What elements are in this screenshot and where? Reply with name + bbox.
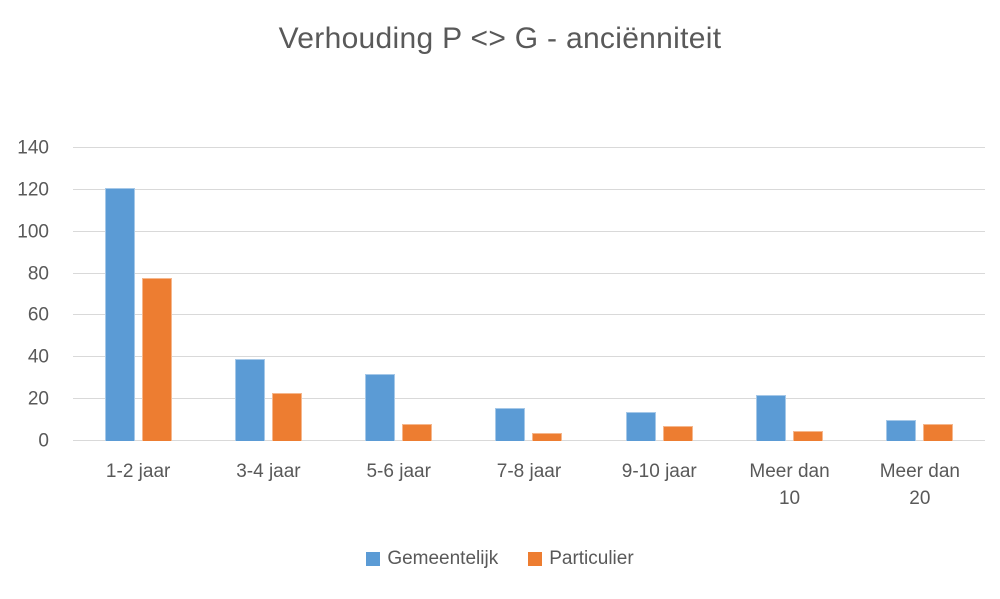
gridline [73,314,985,316]
y-tick-label: 80 [27,263,49,285]
bar-series-area [73,148,985,441]
y-tick-label: 40 [27,346,49,368]
legend: Gemeentelijk Particulier [0,548,1000,570]
bar-particulier [271,392,302,441]
bar-gemeentelijk [104,187,135,441]
y-tick-label: 60 [27,304,49,326]
x-axis-label-text: Meer dan 10 [749,461,830,509]
x-axis-label: 9-10 jaar [594,458,724,512]
bar-group [73,148,203,441]
x-axis-label: Meer dan 10 [724,458,854,512]
x-axis-label-text: 3-4 jaar [236,461,301,482]
x-axis-label-text: 9-10 jaar [621,461,697,482]
legend-swatch [528,552,543,566]
chart-title: Verhouding P <> G - anciënniteit [278,22,722,55]
bar-group [464,148,594,441]
legend-label: Gemeentelijk [387,548,499,569]
bar-gemeentelijk [495,407,526,441]
bar-gemeentelijk [365,374,396,441]
legend-swatch [366,552,381,566]
bar-group [724,148,854,441]
gridline [73,440,985,441]
bar-particulier [141,277,172,441]
y-tick-label: 140 [17,137,49,159]
y-tick-label: 20 [27,388,49,410]
bar-gemeentelijk [756,394,787,441]
x-axis-label: 7-8 jaar [464,458,594,512]
bar-gemeentelijk [234,359,265,441]
gridline [73,147,985,148]
x-axis-label: 5-6 jaar [334,458,464,512]
x-axis-label-text: 7-8 jaar [496,461,562,482]
gridline [73,272,985,274]
bar-gemeentelijk [625,411,656,441]
gridline [73,356,985,358]
bar-group [334,148,464,441]
gridlines: 0 20 40 60 80 100 120 140 [17,139,985,451]
bar-gemeentelijk [886,420,917,441]
bar-group [594,148,724,441]
legend-item: Particulier [528,548,634,570]
x-axis-label-text: 1-2 jaar [105,461,171,482]
gridline [73,398,985,400]
y-tick-label: 0 [38,430,49,452]
x-axis-label: Meer dan 20 [855,458,985,512]
bar-particulier [532,432,563,441]
x-axis-label: 1-2 jaar [73,458,203,512]
plot-area: 0 20 40 60 80 100 120 140 [17,139,985,451]
bar-particulier [923,424,954,441]
gridline [73,188,985,190]
bar-particulier [662,426,693,441]
legend-item: Gemeentelijk [366,548,498,570]
bar-group [855,148,985,441]
y-tick-label: 100 [17,221,49,243]
x-axis-labels: 1-2 jaar 3-4 jaar 5-6 jaar 7-8 jaar 9-10 jaa… [73,458,985,512]
legend-label: Particulier [549,548,634,569]
x-axis-label: 3-4 jaar [203,458,333,512]
gridline [73,230,985,232]
bar-group [203,148,333,441]
bar-particulier [793,430,824,441]
y-tick-label: 120 [17,179,49,201]
x-axis-label-text: Meer dan 20 [879,461,960,509]
bar-particulier [402,424,433,441]
x-axis-label-text: 5-6 jaar [366,461,431,482]
